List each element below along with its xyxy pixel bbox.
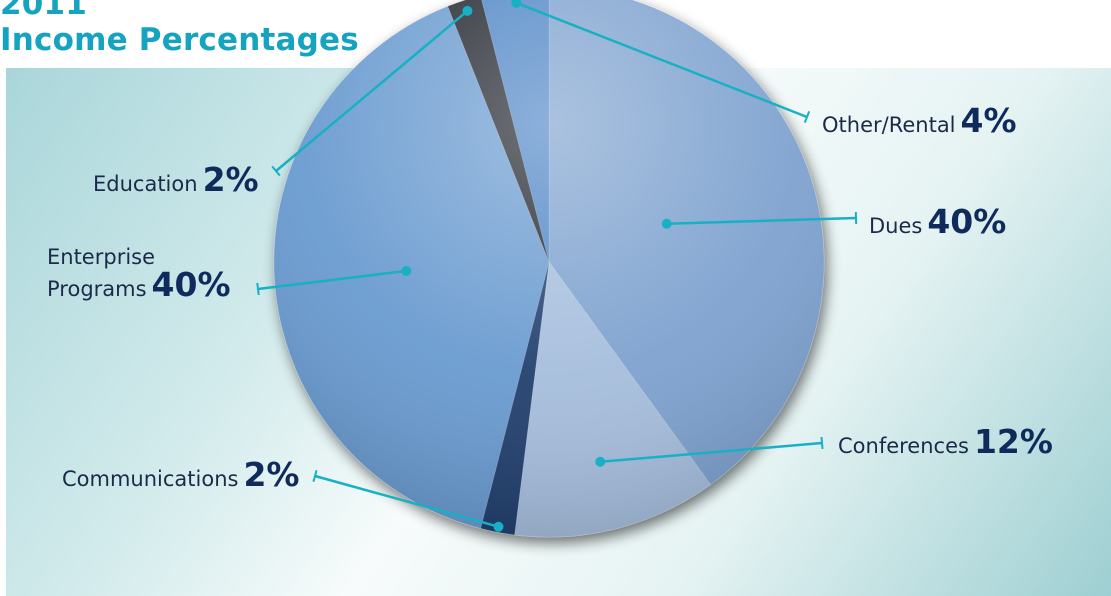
slice-label-communications: Communications 2%	[62, 455, 300, 494]
leader-line	[257, 269, 407, 291]
slice-percent: 40%	[151, 265, 231, 304]
leader-dot	[511, 0, 522, 8]
slice-percent: 2%	[202, 160, 259, 199]
slice-name-line2: Programs	[47, 277, 147, 301]
leader-line	[314, 474, 499, 528]
slice-name: Conferences	[838, 434, 969, 458]
leader-dot	[401, 265, 412, 276]
leader-dot	[493, 521, 504, 532]
slice-percent: 12%	[973, 422, 1053, 461]
slice-name: Other/Rental	[822, 113, 956, 137]
leader-line	[600, 441, 823, 464]
slice-label-enterprise-programs: Enterprise Programs 40%	[47, 244, 231, 303]
leader-tick	[803, 111, 811, 123]
slice-label-other-rental: Other/Rental 4%	[822, 101, 1017, 140]
leader-tick	[820, 436, 824, 450]
slice-label-dues: Dues 40%	[869, 202, 1006, 241]
slice-name-line1: Enterprise	[47, 245, 156, 269]
slice-name: Dues	[869, 214, 923, 238]
leader-dot	[462, 5, 473, 16]
leader-tick	[312, 469, 318, 483]
slice-percent: 40%	[927, 202, 1007, 241]
slice-name: Education	[93, 172, 198, 196]
slice-percent: 4%	[960, 101, 1017, 140]
leader-tick	[256, 282, 260, 296]
leader-line	[666, 216, 857, 226]
leader-tick	[271, 165, 281, 177]
leader-line	[275, 9, 469, 172]
leader-dot	[595, 456, 606, 467]
slice-label-conferences: Conferences 12%	[838, 422, 1053, 461]
chart-title-year: 2011	[0, 0, 88, 22]
slice-name: Communications	[62, 467, 239, 491]
slice-percent: 2%	[243, 455, 300, 494]
leader-line	[515, 1, 808, 119]
slice-label-education: Education 2%	[93, 160, 259, 199]
leader-dot	[661, 218, 672, 229]
